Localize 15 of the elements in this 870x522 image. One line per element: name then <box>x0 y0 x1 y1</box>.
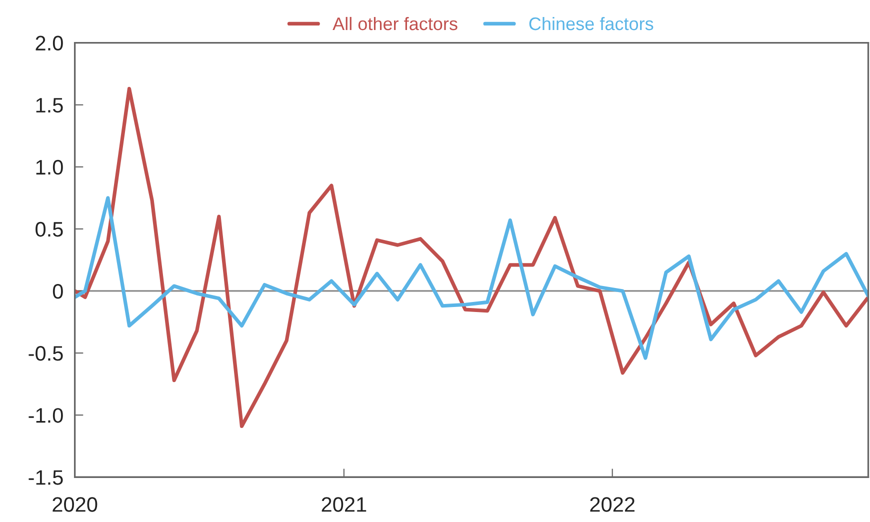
y-tick-label: -1.5 <box>28 470 63 485</box>
x-tick-label: 2020 <box>52 497 98 512</box>
line-series <box>74 86 868 428</box>
y-tick-label: -1.0 <box>28 408 63 423</box>
legend-label: All other factors <box>332 16 458 30</box>
x-tick-label: 2022 <box>590 497 634 512</box>
y-tick-label: 2.0 <box>36 36 63 51</box>
y-tick-label: 0.5 <box>36 222 63 237</box>
y-tick-label: 0 <box>52 284 63 299</box>
y-tick-label: 1.5 <box>36 98 63 113</box>
y-tick-label: -0.5 <box>28 346 63 361</box>
legend-label: Chinese factors <box>529 16 654 30</box>
x-tick-label: 2021 <box>322 497 366 512</box>
line-series <box>74 196 868 360</box>
y-tick-label: 1.0 <box>36 160 63 175</box>
